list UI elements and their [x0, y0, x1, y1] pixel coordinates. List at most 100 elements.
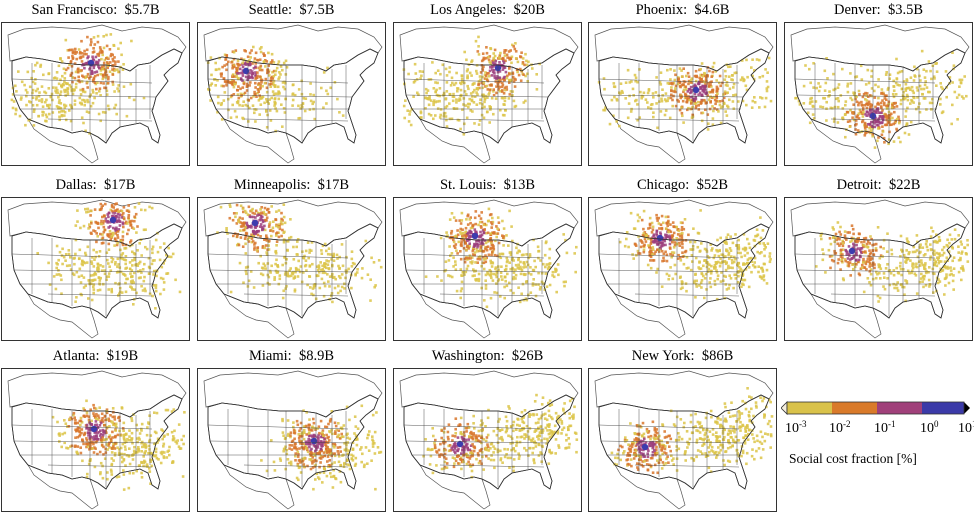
city-marker [310, 437, 318, 445]
city-name: Chicago: [636, 177, 690, 193]
map-svg [594, 370, 774, 510]
coastline [207, 394, 379, 490]
colorbar [781, 401, 970, 415]
map-frame [588, 197, 777, 341]
city-marker [90, 425, 98, 433]
map-panel: Dallas: $17B [1, 175, 190, 343]
social-cost-value: $19B [106, 348, 139, 364]
social-cost-value: $52B [696, 177, 729, 193]
map-svg [399, 199, 579, 339]
colorbar-seg-2 [832, 402, 877, 414]
social-cost-value: $5.7B [124, 2, 160, 18]
map-panel: Chicago: $52B [588, 175, 777, 343]
city-name: Miami: [249, 348, 292, 364]
state-borders [598, 409, 744, 487]
panel-title: St. Louis: $13B [393, 175, 582, 195]
map-frame [197, 368, 386, 512]
colorbar-max-arrow [964, 402, 970, 414]
map-frame [1, 197, 190, 341]
coastline [403, 223, 575, 319]
state-borders [11, 63, 157, 141]
city-name: Dallas: [55, 177, 97, 193]
city-marker [251, 219, 259, 227]
map-frame [393, 22, 582, 166]
colorbar-tick: 10-2 [829, 419, 851, 436]
impact-field [402, 35, 541, 136]
map-svg [594, 199, 774, 339]
panel-title: Washington: $26B [393, 346, 582, 366]
panel-title: Miami: $8.9B [197, 346, 386, 366]
panel-title: Chicago: $52B [588, 175, 777, 195]
impact-field [260, 404, 383, 491]
map-panel: San Francisco: $5.7B [1, 0, 190, 168]
state-borders [794, 63, 940, 141]
map-frame [197, 197, 386, 341]
social-cost-value: $22B [888, 177, 921, 193]
map-svg [790, 199, 970, 339]
state-borders [598, 63, 744, 141]
impact-field [216, 203, 383, 304]
impact-field [36, 202, 182, 310]
impact-field [618, 209, 772, 301]
city-marker [641, 443, 649, 451]
city-name: St. Louis: [439, 177, 497, 193]
city-name: Phoenix: [635, 2, 688, 18]
panel-title: San Francisco: $5.7B [1, 0, 190, 20]
social-cost-value: $4.6B [694, 2, 730, 18]
city-marker [456, 440, 464, 448]
city-marker [471, 232, 479, 240]
state-borders [11, 409, 157, 487]
city-marker [109, 216, 117, 224]
map-frame [1, 22, 190, 166]
city-marker [656, 234, 664, 242]
state-borders [207, 238, 353, 316]
map-frame [1, 368, 190, 512]
map-panel: St. Louis: $13B [393, 175, 582, 343]
map-frame [393, 197, 582, 341]
map-panel: Washington: $26B [393, 346, 582, 514]
city-name: Minneapolis: [233, 177, 311, 193]
impact-field [10, 33, 146, 135]
panel-title: Dallas: $17B [1, 175, 190, 195]
colorbar-tick: 101 [958, 419, 974, 436]
coastline [794, 48, 966, 144]
colorbar-seg-4 [922, 402, 964, 414]
panel-title: Phoenix: $4.6B [588, 0, 777, 20]
city-name: Detroit: [836, 177, 882, 193]
colorbar-tick: 100 [920, 419, 939, 436]
colorbar-tick: 10-1 [874, 419, 896, 436]
colorbar-min-arrow [781, 401, 788, 415]
map-panel: Miami: $8.9B [197, 346, 386, 514]
coastline [11, 394, 183, 490]
state-borders [207, 409, 353, 487]
state-borders [403, 238, 549, 316]
map-frame [393, 368, 582, 512]
colorbar-seg-1 [787, 402, 832, 414]
coastline [11, 223, 183, 319]
map-svg [7, 24, 187, 164]
map-svg [7, 199, 187, 339]
coastline [403, 394, 575, 490]
social-cost-value: $86B [701, 348, 734, 364]
map-frame [784, 197, 973, 341]
map-panel: Detroit: $22B [784, 175, 973, 343]
map-panel: Minneapolis: $17B [197, 175, 386, 343]
colorbar-seg-3 [877, 402, 922, 414]
city-name: Washington: [431, 348, 505, 364]
map-panel: Atlanta: $19B [1, 346, 190, 514]
panel-title: Seattle: $7.5B [197, 0, 386, 20]
map-panel: Los Angeles: $20B [393, 0, 582, 168]
map-panel: Phoenix: $4.6B [588, 0, 777, 168]
social-cost-value: $8.9B [298, 348, 334, 364]
social-cost-value: $13B [503, 177, 536, 193]
map-svg [203, 199, 383, 339]
panel-title: Los Angeles: $20B [393, 0, 582, 20]
map-svg [594, 24, 774, 164]
city-marker [692, 86, 700, 94]
colorbar-legend: 10-3 10-2 10-1 100 101 Social cost fraction … [781, 401, 974, 471]
city-name: Denver: [834, 2, 881, 18]
coastline [794, 223, 966, 319]
city-name: Seattle: [248, 2, 293, 18]
map-frame [784, 22, 973, 166]
map-panel: New York: $86B [588, 346, 777, 514]
